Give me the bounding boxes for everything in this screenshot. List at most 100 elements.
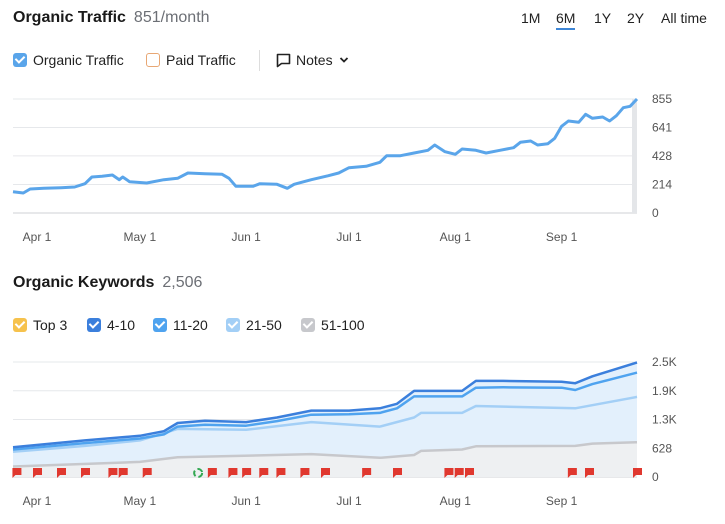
keywords-title: Organic Keywords 2,506 xyxy=(13,274,202,292)
flag-shape xyxy=(242,468,252,478)
range-1m[interactable]: 1M xyxy=(521,10,541,26)
legend-organic-traffic[interactable]: Organic Traffic xyxy=(13,52,124,68)
legend-21-50[interactable]: 21-50 xyxy=(226,317,282,333)
note-flag-icon[interactable] xyxy=(465,468,474,478)
legend-51-100[interactable]: 51-100 xyxy=(301,317,365,333)
legend-label: Paid Traffic xyxy=(166,52,236,68)
y-tick-label: 1.3K xyxy=(652,413,677,427)
flag-shape xyxy=(276,468,286,478)
note-flag-icon[interactable] xyxy=(444,468,454,478)
legend-paid-traffic[interactable]: Paid Traffic xyxy=(146,52,236,68)
note-flag-icon[interactable] xyxy=(228,468,238,478)
flag-shape xyxy=(585,468,594,478)
note-flag-icon[interactable] xyxy=(300,468,310,478)
series-line-11-20 xyxy=(12,371,638,451)
google-ring xyxy=(193,468,204,478)
legend-top-3[interactable]: Top 3 xyxy=(13,317,67,333)
flag-shape xyxy=(108,468,118,478)
flag-shape xyxy=(81,468,90,478)
note-flag-icon[interactable] xyxy=(567,468,577,478)
note-flag-icon[interactable] xyxy=(57,468,66,478)
y-tick-label: 428 xyxy=(652,149,672,163)
note-flag-icon[interactable] xyxy=(585,468,594,478)
range-6m[interactable]: 6M xyxy=(556,10,576,30)
flag-shape xyxy=(321,468,330,478)
flag-shape xyxy=(454,468,464,478)
google-update-icon[interactable] xyxy=(193,468,204,478)
note-flag-icon[interactable] xyxy=(276,468,286,478)
y-tick-label: 0 xyxy=(652,206,659,220)
note-flag-icon[interactable] xyxy=(81,468,90,478)
note-flag-icon[interactable] xyxy=(362,468,372,478)
range-1y[interactable]: 1Y xyxy=(594,10,612,26)
divider xyxy=(259,50,260,71)
flag-shape xyxy=(633,468,642,478)
x-tick-label: Jul 1 xyxy=(336,230,362,244)
y-tick-label: 628 xyxy=(652,441,672,455)
scroll-handle xyxy=(632,99,637,213)
flag-shape xyxy=(259,468,269,478)
checkbox-checked-icon[interactable] xyxy=(153,318,167,332)
note-flag-icon[interactable] xyxy=(142,468,152,478)
y-tick-label: 2.5K xyxy=(652,355,677,369)
flag-shape xyxy=(444,468,454,478)
note-flag-icon[interactable] xyxy=(242,468,252,478)
y-tick-label: 214 xyxy=(652,177,672,191)
checkbox-checked-icon[interactable] xyxy=(13,53,27,67)
notes-dropdown[interactable]: Notes xyxy=(276,52,349,68)
x-tick-label: Jun 1 xyxy=(231,494,261,508)
note-flag-icon[interactable] xyxy=(393,468,402,478)
note-flag-icon[interactable] xyxy=(321,468,330,478)
flag-shape xyxy=(33,468,42,478)
y-tick-label: 1.9K xyxy=(652,384,677,398)
series-line-4-10 xyxy=(12,361,638,449)
chevron-down-icon xyxy=(339,57,348,63)
note-flag-icon[interactable] xyxy=(118,468,128,478)
note-flag-icon[interactable] xyxy=(633,468,642,478)
note-flag-icon[interactable] xyxy=(108,468,118,478)
notes-label: Notes xyxy=(296,52,333,68)
flag-shape xyxy=(300,468,310,478)
note-flag-icon[interactable] xyxy=(259,468,269,478)
flag-shape xyxy=(12,468,22,478)
flag-shape xyxy=(228,468,238,478)
legend-11-20[interactable]: 11-20 xyxy=(153,317,208,333)
legend-label: 4-10 xyxy=(107,317,136,333)
note-flag-icon[interactable] xyxy=(454,468,464,478)
y-tick-label: 855 xyxy=(652,92,672,106)
x-tick-label: Sep 1 xyxy=(546,494,578,508)
checkbox-checked-icon[interactable] xyxy=(301,318,315,332)
traffic-title-text: Organic Traffic xyxy=(13,9,126,26)
legend-label: 51-100 xyxy=(321,317,365,333)
note-flag-icon[interactable] xyxy=(33,468,42,478)
x-tick-label: Jun 1 xyxy=(231,230,261,244)
legend-4-10[interactable]: 4-10 xyxy=(87,317,135,333)
flag-shape xyxy=(57,468,66,478)
traffic-title: Organic Traffic 851/month xyxy=(13,9,210,27)
x-tick-label: Apr 1 xyxy=(23,230,52,244)
range-2y[interactable]: 2Y xyxy=(627,10,645,26)
checkbox-checked-icon[interactable] xyxy=(13,318,27,332)
keywords-value: 2,506 xyxy=(162,274,203,291)
area-fill-gray xyxy=(13,442,637,477)
note-flag-icon[interactable] xyxy=(12,468,22,478)
x-tick-label: Sep 1 xyxy=(546,230,578,244)
series-line-organic-traffic xyxy=(12,97,639,195)
range-all-time[interactable]: All time xyxy=(661,10,707,26)
checkbox-checked-icon[interactable] xyxy=(87,318,101,332)
keywords-title-text: Organic Keywords xyxy=(13,274,155,291)
checkbox-unchecked-icon[interactable] xyxy=(146,53,160,67)
x-tick-label: May 1 xyxy=(124,230,157,244)
speech-bubble-icon xyxy=(276,53,291,67)
flag-shape xyxy=(567,468,577,478)
y-tick-label: 0 xyxy=(652,470,659,484)
flag-shape xyxy=(142,468,152,478)
legend-label: 11-20 xyxy=(173,317,208,333)
flag-shape xyxy=(207,468,217,478)
flag-shape xyxy=(465,468,474,478)
note-flag-icon[interactable] xyxy=(207,468,217,478)
checkbox-checked-icon[interactable] xyxy=(226,318,240,332)
x-tick-label: Jul 1 xyxy=(336,494,362,508)
x-tick-label: Apr 1 xyxy=(23,494,52,508)
